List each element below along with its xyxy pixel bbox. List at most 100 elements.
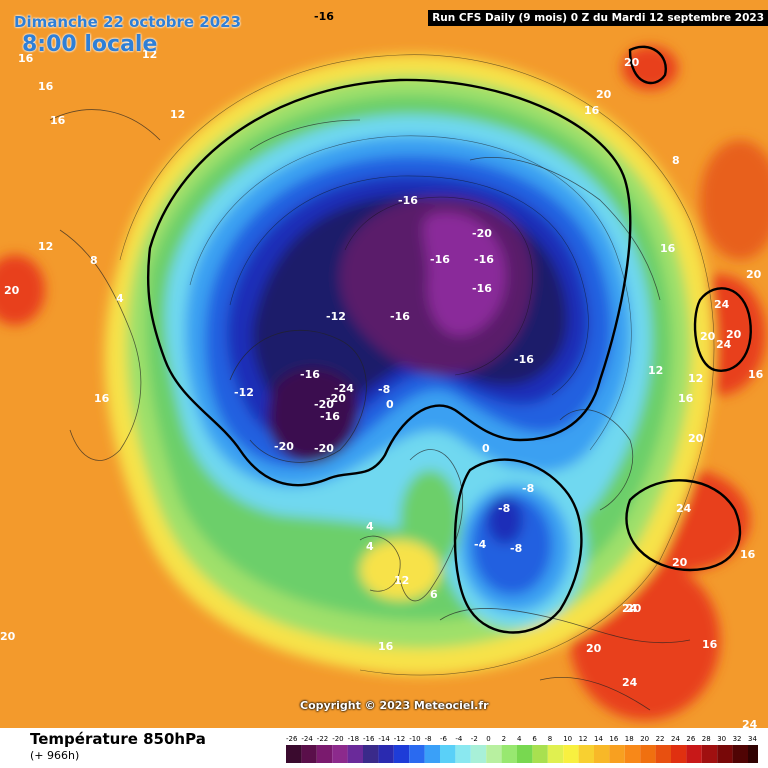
hot-zone-west (0, 255, 45, 325)
isotherm-label: 24 (716, 338, 732, 351)
scale-swatch (486, 745, 502, 763)
forecast-time: 8:00 locale (22, 32, 158, 57)
scale-tick-label: 34 (748, 735, 757, 743)
greenland-coast (229, 329, 367, 463)
isotherm-label: 20 (586, 642, 602, 655)
forecast-lead-time: (+ 966h) (30, 749, 80, 762)
isotherm-label: -16 (300, 368, 320, 381)
temperature-map: -16 16 12 16 16 12 12 8 4 16 20 -12 -12 … (0, 0, 768, 728)
isotherm-label: -8 (522, 482, 534, 495)
british-isles-coast (359, 535, 401, 592)
scale-tick-label: 24 (671, 735, 680, 743)
scale-swatch (393, 745, 410, 763)
hot-zone-northeast (622, 46, 678, 90)
isotherm-label: -20 (314, 398, 334, 411)
cold-core-greenland (268, 367, 360, 463)
mediterranean-coast (439, 608, 691, 644)
isotherm-label: 24 (714, 298, 730, 311)
isotherm-label: 20 (624, 56, 640, 69)
isotherm-label: 24 (622, 676, 638, 689)
scale-swatch (332, 745, 348, 763)
isotherm-label: 20 (596, 88, 612, 101)
zero-degree-isotherm (146, 78, 632, 487)
isotherm-label: 20 (700, 330, 716, 343)
scale-tick-label: 22 (656, 735, 665, 743)
scale-swatch (609, 745, 625, 763)
scale-tick-label: -2 (471, 735, 478, 743)
warm-zone-east (700, 140, 768, 260)
isotherm-label: 16 (38, 80, 54, 93)
isotherm-label: 4 (116, 292, 124, 305)
scale-swatch (286, 745, 302, 763)
isotherm-label: 16 (18, 52, 34, 65)
scale-tick-label: 28 (702, 735, 711, 743)
scale-swatch (532, 745, 548, 763)
scale-swatch (517, 745, 533, 763)
twenty-isotherm-east (693, 287, 752, 372)
scale-tick-label: -4 (455, 735, 463, 743)
isotherm-label: 0 (482, 442, 490, 455)
isotherm-label: -16 (514, 353, 534, 366)
isotherm-label: -20 (274, 440, 294, 453)
isotherm-label: -16 (398, 194, 418, 207)
siberia-coast (469, 157, 661, 301)
scale-tick-label: 2 (502, 735, 506, 743)
scale-tick-label: -10 (409, 735, 420, 743)
isotherm-label: -8 (498, 502, 510, 515)
parameter-title: Température 850hPa (30, 730, 206, 748)
scale-swatch (440, 745, 456, 763)
scale-tick-label: 4 (517, 735, 522, 743)
scale-swatch (578, 745, 594, 763)
isotherm-label: 4 (366, 540, 374, 553)
isotherm-label: -12 (234, 386, 254, 399)
scale-ticks: -26 -24 -22 -20 -18 -16 -14 -12 -10 -8 -6 -4 -2 0 2 4 6 8… (286, 735, 757, 743)
isotherm-label: 12 (648, 364, 663, 377)
scale-swatch (409, 745, 425, 763)
scale-tick-label: -22 (317, 735, 328, 743)
scale-tick-label: 12 (579, 735, 588, 743)
scale-swatch (624, 745, 641, 763)
alaska-coast (249, 119, 361, 151)
twenty-isotherm-southeast (625, 479, 742, 572)
scale-tick-label: -8 (425, 735, 432, 743)
scale-tick-label: -6 (440, 735, 448, 743)
isotherm-label: 20 (726, 328, 742, 341)
scale-tick-label: -26 (286, 735, 298, 743)
isotherm-label: -20 (314, 442, 334, 455)
scale-swatch (686, 745, 702, 763)
isotherm-label: 6 (430, 588, 438, 601)
isotherm-label: 16 (378, 640, 394, 653)
scale-swatch (316, 745, 333, 763)
scale-swatch (717, 745, 733, 763)
scale-swatch (378, 745, 394, 763)
isotherm-label: -16 (390, 310, 410, 323)
isotherm-label: 20 (0, 630, 16, 643)
isotherm-label: 16 (660, 242, 676, 255)
coastlines (49, 109, 691, 711)
isotherm-label: 20 (746, 268, 762, 281)
scale-swatch (701, 745, 718, 763)
isotherm-label: 12 (688, 372, 703, 385)
scale-swatch (594, 745, 610, 763)
isotherm-label: -8 (510, 542, 522, 555)
scale-swatch (470, 745, 487, 763)
isotherm-label: 20 (626, 602, 642, 615)
isotherm-label: 20 (4, 284, 20, 297)
scale-swatch (424, 745, 440, 763)
scale-tick-label: -20 (332, 735, 343, 743)
model-run-info: Run CFS Daily (9 mois) 0 Z du Mardi 12 s… (428, 10, 768, 26)
isotherm-label: -12 (326, 310, 346, 323)
isotherm-label: 8 (672, 154, 680, 167)
north-america-coast (59, 229, 142, 461)
isotherm-label: -16 (430, 253, 450, 266)
isotherm-label: 8 (90, 254, 98, 267)
isotherm-lines (119, 54, 715, 676)
scale-tick-label: -12 (394, 735, 405, 743)
scale-swatch (671, 745, 687, 763)
scale-swatch (655, 745, 671, 763)
cold-core-magenta (423, 212, 506, 336)
isotherm-label: -8 (378, 383, 390, 396)
scale-tick-label: 18 (625, 735, 634, 743)
isotherm-label: 20 (688, 432, 704, 445)
isotherm-label: 16 (740, 548, 756, 561)
